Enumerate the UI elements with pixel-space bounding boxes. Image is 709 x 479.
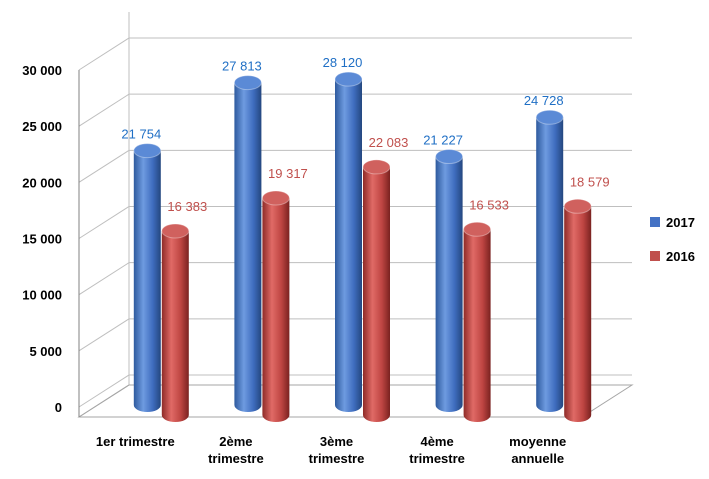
y-tick-label: 30 000: [22, 63, 62, 78]
data-label: 22 083: [369, 135, 409, 150]
gridlines: [78, 37, 632, 408]
gridline: [78, 37, 632, 71]
legend-swatch: [650, 217, 660, 227]
bar-top: [463, 221, 492, 237]
bar-top: [435, 149, 464, 165]
bar-2016: [463, 221, 492, 423]
gridline: [78, 206, 632, 239]
data-labels: 21 754 16 383 27 813 19 317 28 120 22 083 21 2…: [121, 55, 609, 214]
bar-body: [463, 229, 491, 423]
legend-label: 2016: [666, 249, 695, 264]
bar-top: [334, 71, 363, 87]
bar-2017: [133, 143, 162, 413]
data-label: 18 579: [570, 174, 610, 189]
y-tick-label: 5 000: [29, 344, 62, 359]
x-axis: 1er trimestre 2ème trimestre 3ème trimestre 4…: [96, 434, 566, 466]
data-label: 24 728: [524, 93, 564, 108]
bar-body: [262, 198, 290, 423]
data-label: 21 754: [121, 127, 161, 142]
bar-body: [234, 82, 262, 413]
legend: 2017 2016: [650, 215, 695, 264]
bar-2016: [362, 159, 391, 423]
data-label: 16 533: [469, 197, 509, 212]
bar-2016: [563, 198, 592, 423]
x-tick-label: 3ème trimestre: [309, 434, 365, 466]
bar-2016: [261, 190, 290, 423]
y-tick-label: 25 000: [22, 119, 62, 134]
bar-top: [233, 75, 262, 91]
bar-top: [535, 109, 564, 125]
bar-2017: [233, 75, 262, 413]
legend-swatch: [650, 251, 660, 261]
y-tick-label: 15 000: [22, 232, 62, 247]
bar-top: [362, 159, 391, 175]
bars: [133, 71, 592, 423]
bar-top: [161, 223, 190, 239]
y-tick-label: 20 000: [22, 175, 62, 190]
data-label: 21 227: [423, 133, 463, 148]
legend-label: 2017: [666, 215, 695, 230]
bar-body: [133, 150, 161, 413]
x-tick-label: 2ème trimestre: [208, 434, 264, 466]
bar-body: [363, 166, 390, 423]
bar-top: [563, 198, 592, 214]
bar-body: [564, 206, 592, 423]
y-axis: 0 5 000 10 000 15 000 20 000 25 000 30 000: [22, 63, 80, 417]
data-label: 28 120: [323, 55, 363, 70]
gridline: [78, 93, 632, 127]
y-tick-label: 10 000: [22, 288, 62, 303]
bar-2017: [535, 109, 564, 413]
x-tick-label: 1er trimestre: [96, 434, 175, 449]
bar-body: [335, 79, 362, 413]
chart-floor: [77, 384, 634, 418]
bar-2016: [161, 223, 190, 423]
data-label: 19 317: [268, 166, 308, 181]
data-label: 16 383: [167, 199, 207, 214]
x-tick-label: moyenne annuelle: [509, 434, 566, 466]
bar-2017: [435, 149, 464, 413]
chart-walls: [77, 12, 634, 418]
y-tick-label: 0: [55, 400, 62, 415]
bar-body: [161, 230, 189, 423]
bar-top: [261, 190, 290, 206]
x-tick-label: 4ème trimestre: [409, 434, 465, 466]
bar-body: [435, 156, 463, 413]
data-label: 27 813: [222, 59, 262, 74]
bar-2017: [334, 71, 363, 413]
bar-body: [536, 117, 564, 413]
gridline: [78, 149, 632, 183]
bar-top: [133, 143, 162, 159]
